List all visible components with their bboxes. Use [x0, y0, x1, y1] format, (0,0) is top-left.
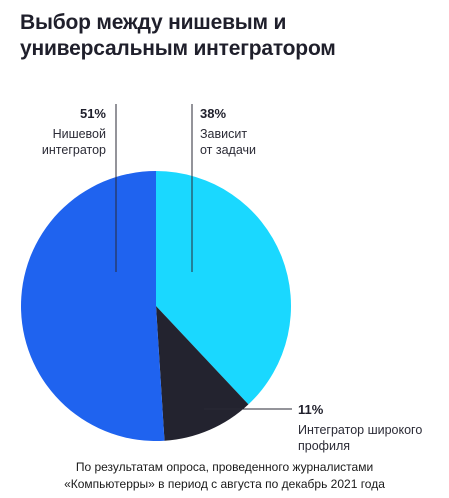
slice-label-depends-line2: от задачи: [200, 143, 257, 157]
source-note: По результатам опроса, проведенного журн…: [0, 459, 449, 493]
chart-title: Выбор между нишевым и универсальным инте…: [20, 11, 336, 60]
pie-slice-niche: [20, 171, 165, 442]
slice-label-niche-line2: интегратор: [41, 143, 106, 157]
slice-label-broad-line2: профиля: [298, 439, 351, 453]
slice-percent-niche: 51%: [79, 106, 106, 121]
slice-label-broad-line1: Интегратор широкого: [298, 423, 423, 437]
slice-label-broad: 11% Интегратор широкого профиля: [298, 402, 422, 454]
slice-percent-broad: 11%: [298, 402, 324, 417]
pie-slice-broad: [156, 306, 249, 441]
pie-slices: [20, 171, 291, 442]
slice-label-niche: 51% Нишевой интегратор: [42, 106, 106, 158]
slice-percent-depends: 38%: [200, 106, 227, 121]
slice-label-niche-line1: Нишевой: [52, 127, 106, 141]
source-note-line1: По результатам опроса, проведенного журн…: [75, 460, 374, 474]
source-note-line2: «Компьютерры» в период с августа по дека…: [64, 477, 385, 491]
leader-lines: [115, 104, 292, 410]
slice-label-depends-line1: Зависит: [200, 127, 248, 141]
slice-label-depends: 38% Зависит от задачи: [200, 106, 256, 158]
pie-slice-depends: [156, 171, 291, 405]
